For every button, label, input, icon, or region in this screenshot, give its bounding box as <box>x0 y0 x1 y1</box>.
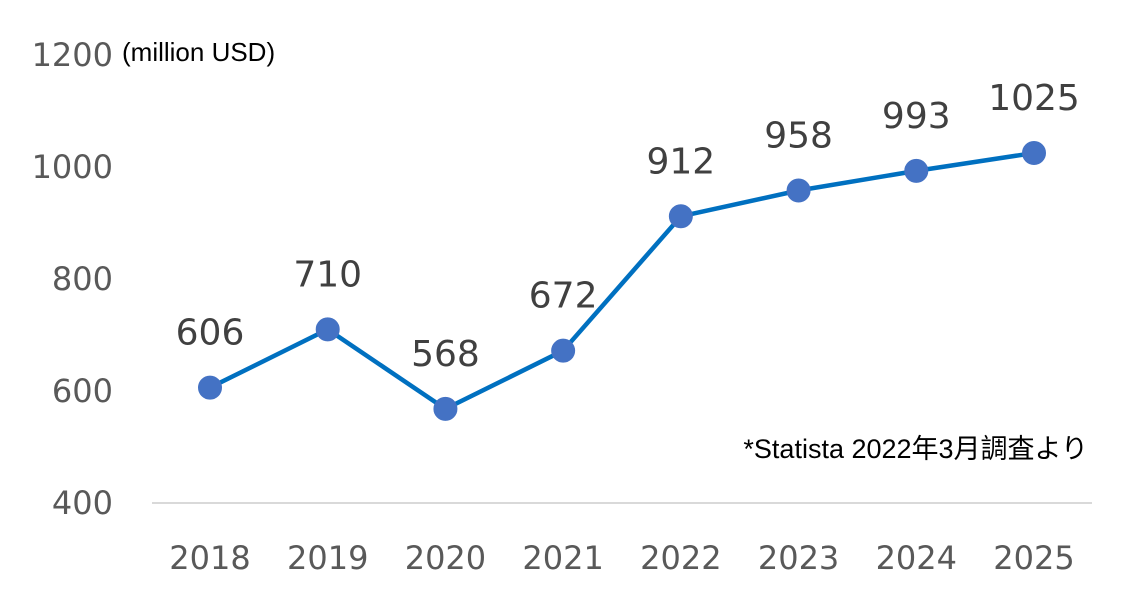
x-tick-label: 2019 <box>287 539 368 577</box>
data-label: 993 <box>882 96 951 137</box>
x-axis-ticks: 2018 2019 2020 2021 2022 2023 2024 2025 <box>169 539 1074 577</box>
data-point <box>1022 141 1046 165</box>
y-tick-label: 800 <box>52 260 113 298</box>
source-annotation: *Statista 2022年3月調査より <box>743 434 1088 464</box>
data-label: 672 <box>529 276 598 317</box>
y-tick-label: 1000 <box>32 148 113 186</box>
x-tick-label: 2022 <box>640 539 721 577</box>
y-tick-label: 400 <box>52 484 113 522</box>
data-point <box>433 396 458 421</box>
data-point <box>786 178 811 203</box>
y-axis-ticks: 400 600 800 1000 1200 <box>32 36 113 522</box>
x-tick-label: 2023 <box>758 539 839 577</box>
y-tick-label: 1200 <box>32 36 113 74</box>
y-tick-label: 600 <box>52 372 113 410</box>
x-tick-label: 2020 <box>405 539 486 577</box>
data-markers <box>198 141 1046 421</box>
data-point <box>904 158 929 183</box>
x-tick-label: 2018 <box>169 539 250 577</box>
data-label: 710 <box>293 254 362 295</box>
x-tick-label: 2021 <box>522 539 603 577</box>
data-label: 606 <box>176 313 245 354</box>
data-point <box>315 317 340 342</box>
data-label: 958 <box>764 116 833 157</box>
x-tick-label: 2024 <box>876 539 957 577</box>
data-label: 568 <box>411 334 480 375</box>
data-label: 912 <box>646 141 715 182</box>
series-line <box>209 150 1035 412</box>
x-tick-label: 2025 <box>993 539 1074 577</box>
data-point <box>198 375 222 400</box>
data-labels: 606 710 568 672 912 958 993 1025 <box>176 78 1080 375</box>
data-label: 1025 <box>988 78 1080 119</box>
data-point <box>668 204 693 229</box>
data-point <box>551 338 576 363</box>
y-axis-unit-label: (million USD) <box>122 37 275 67</box>
